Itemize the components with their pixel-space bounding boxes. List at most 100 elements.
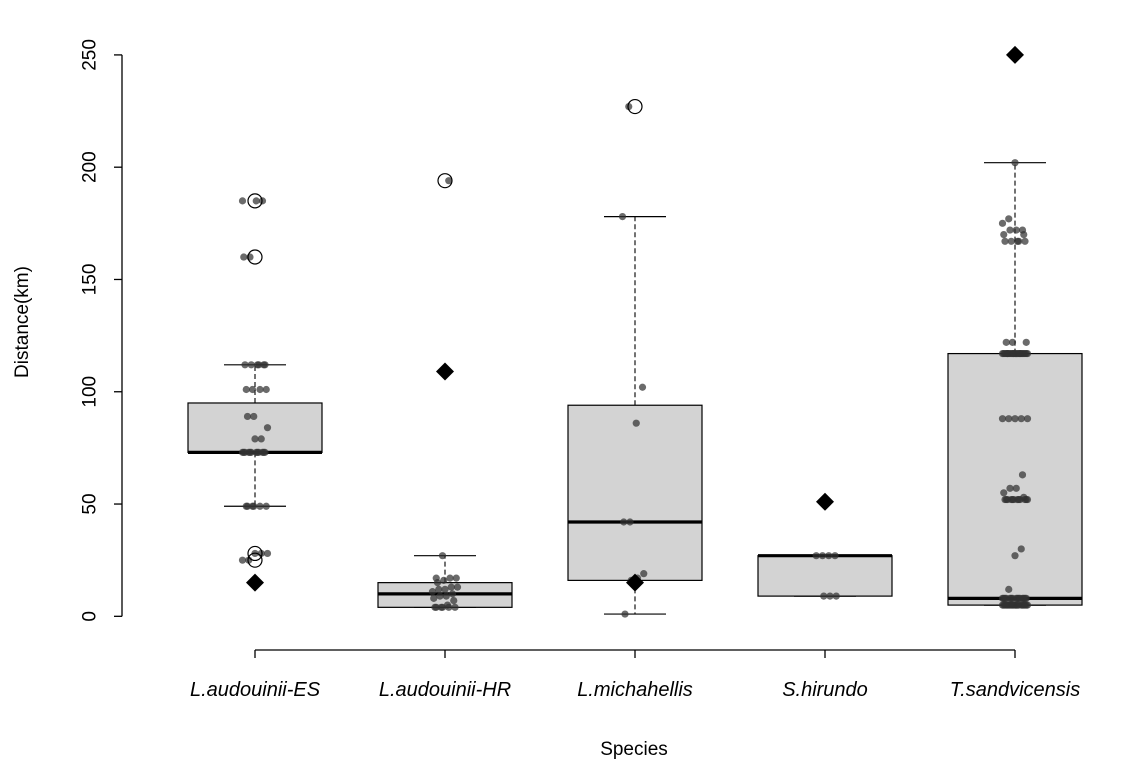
data-point bbox=[1017, 545, 1025, 553]
data-point bbox=[1022, 601, 1030, 609]
data-point bbox=[825, 552, 833, 560]
data-point bbox=[250, 502, 258, 510]
data-point bbox=[1011, 415, 1019, 423]
data-point bbox=[1012, 226, 1020, 234]
data-point bbox=[251, 435, 259, 443]
mean-marker bbox=[816, 492, 834, 511]
data-point bbox=[1010, 495, 1018, 504]
data-point bbox=[1003, 349, 1012, 358]
data-point bbox=[441, 585, 449, 593]
box-iqr bbox=[757, 555, 893, 597]
mean-marker bbox=[1006, 45, 1024, 64]
outlier-marker bbox=[247, 193, 263, 209]
data-point bbox=[435, 585, 443, 593]
data-point bbox=[243, 412, 252, 421]
data-point bbox=[1005, 215, 1013, 223]
data-point bbox=[1022, 594, 1030, 602]
mean-marker bbox=[246, 573, 264, 592]
data-point bbox=[453, 583, 462, 591]
outlier-marker bbox=[437, 173, 453, 189]
data-point bbox=[447, 583, 455, 591]
data-point bbox=[256, 502, 264, 510]
data-point bbox=[820, 592, 828, 600]
data-point bbox=[998, 415, 1007, 423]
data-point bbox=[1002, 594, 1010, 602]
data-point bbox=[450, 596, 458, 605]
data-point bbox=[826, 592, 834, 600]
data-point bbox=[256, 385, 264, 394]
data-point bbox=[620, 518, 628, 526]
data-point bbox=[1018, 471, 1027, 479]
data-point bbox=[261, 448, 269, 456]
data-point bbox=[1008, 338, 1017, 346]
data-point bbox=[243, 502, 252, 510]
box-iqr bbox=[567, 404, 703, 581]
data-point bbox=[242, 385, 250, 394]
box-iqr bbox=[187, 402, 323, 453]
data-point bbox=[1008, 601, 1017, 609]
data-point bbox=[1000, 230, 1008, 239]
outlier-marker bbox=[247, 249, 263, 265]
outlier-marker bbox=[627, 98, 643, 115]
data-point bbox=[818, 552, 827, 560]
data-point bbox=[438, 603, 447, 611]
data-point bbox=[1022, 338, 1030, 346]
data-point bbox=[832, 592, 840, 600]
data-point bbox=[1020, 230, 1028, 239]
mean-marker bbox=[436, 362, 454, 381]
box-iqr bbox=[947, 352, 1083, 606]
data-point bbox=[445, 603, 453, 611]
data-point bbox=[451, 603, 459, 611]
data-point bbox=[255, 361, 263, 369]
data-point bbox=[1016, 594, 1024, 602]
x-tick-label: T.sandvicensis bbox=[950, 679, 1080, 701]
box-group bbox=[187, 193, 323, 592]
x-tick-label: L.audouinii-HR bbox=[379, 679, 511, 701]
data-point bbox=[432, 603, 440, 611]
box-group bbox=[947, 45, 1083, 609]
data-point bbox=[625, 102, 633, 111]
data-point bbox=[255, 448, 263, 456]
data-point bbox=[250, 412, 258, 421]
data-point bbox=[241, 361, 249, 369]
data-point bbox=[1001, 237, 1009, 245]
data-point bbox=[262, 502, 270, 510]
data-point bbox=[257, 435, 265, 443]
data-point bbox=[1023, 495, 1032, 504]
data-point bbox=[1011, 159, 1019, 167]
x-tick-label: L.michahellis bbox=[577, 679, 693, 701]
data-point bbox=[248, 385, 257, 394]
data-point bbox=[433, 579, 442, 587]
x-axis-title: Species bbox=[600, 739, 668, 760]
outlier-marker bbox=[247, 545, 263, 562]
y-axis: 0 50 100 150 200 250 bbox=[80, 39, 123, 622]
data-point bbox=[247, 361, 255, 369]
data-point bbox=[442, 592, 450, 600]
data-point bbox=[1002, 338, 1010, 346]
data-point bbox=[1021, 237, 1029, 245]
data-point bbox=[240, 253, 248, 261]
data-point bbox=[438, 552, 447, 560]
data-point bbox=[263, 549, 272, 558]
data-point bbox=[621, 610, 629, 618]
data-point bbox=[812, 552, 820, 560]
data-point bbox=[452, 574, 460, 582]
data-point bbox=[1015, 237, 1023, 245]
data-point bbox=[263, 424, 272, 432]
data-point bbox=[1005, 415, 1013, 423]
data-point bbox=[448, 590, 457, 598]
data-point bbox=[252, 197, 260, 205]
data-point bbox=[638, 383, 647, 391]
y-tick-label: 250 bbox=[80, 39, 101, 71]
data-point bbox=[1003, 495, 1012, 504]
data-point bbox=[1012, 484, 1020, 492]
data-point bbox=[238, 556, 247, 564]
outlier-marker bbox=[247, 552, 263, 568]
data-point bbox=[1005, 585, 1013, 593]
data-point bbox=[261, 361, 269, 369]
data-point bbox=[1006, 484, 1014, 492]
data-point bbox=[1000, 489, 1008, 497]
data-point bbox=[436, 592, 444, 600]
data-point bbox=[1016, 349, 1024, 358]
